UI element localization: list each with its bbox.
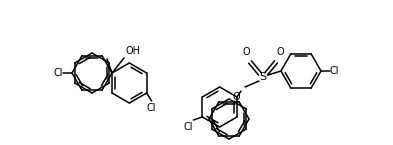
Text: Cl: Cl [147,103,156,113]
Text: Cl: Cl [184,122,193,132]
Text: OH: OH [125,46,140,56]
Text: O: O [242,47,250,57]
Text: Cl: Cl [53,68,63,78]
Text: O: O [232,92,240,102]
Text: Cl: Cl [330,66,340,76]
Text: S: S [259,72,266,82]
Text: O: O [276,47,284,57]
